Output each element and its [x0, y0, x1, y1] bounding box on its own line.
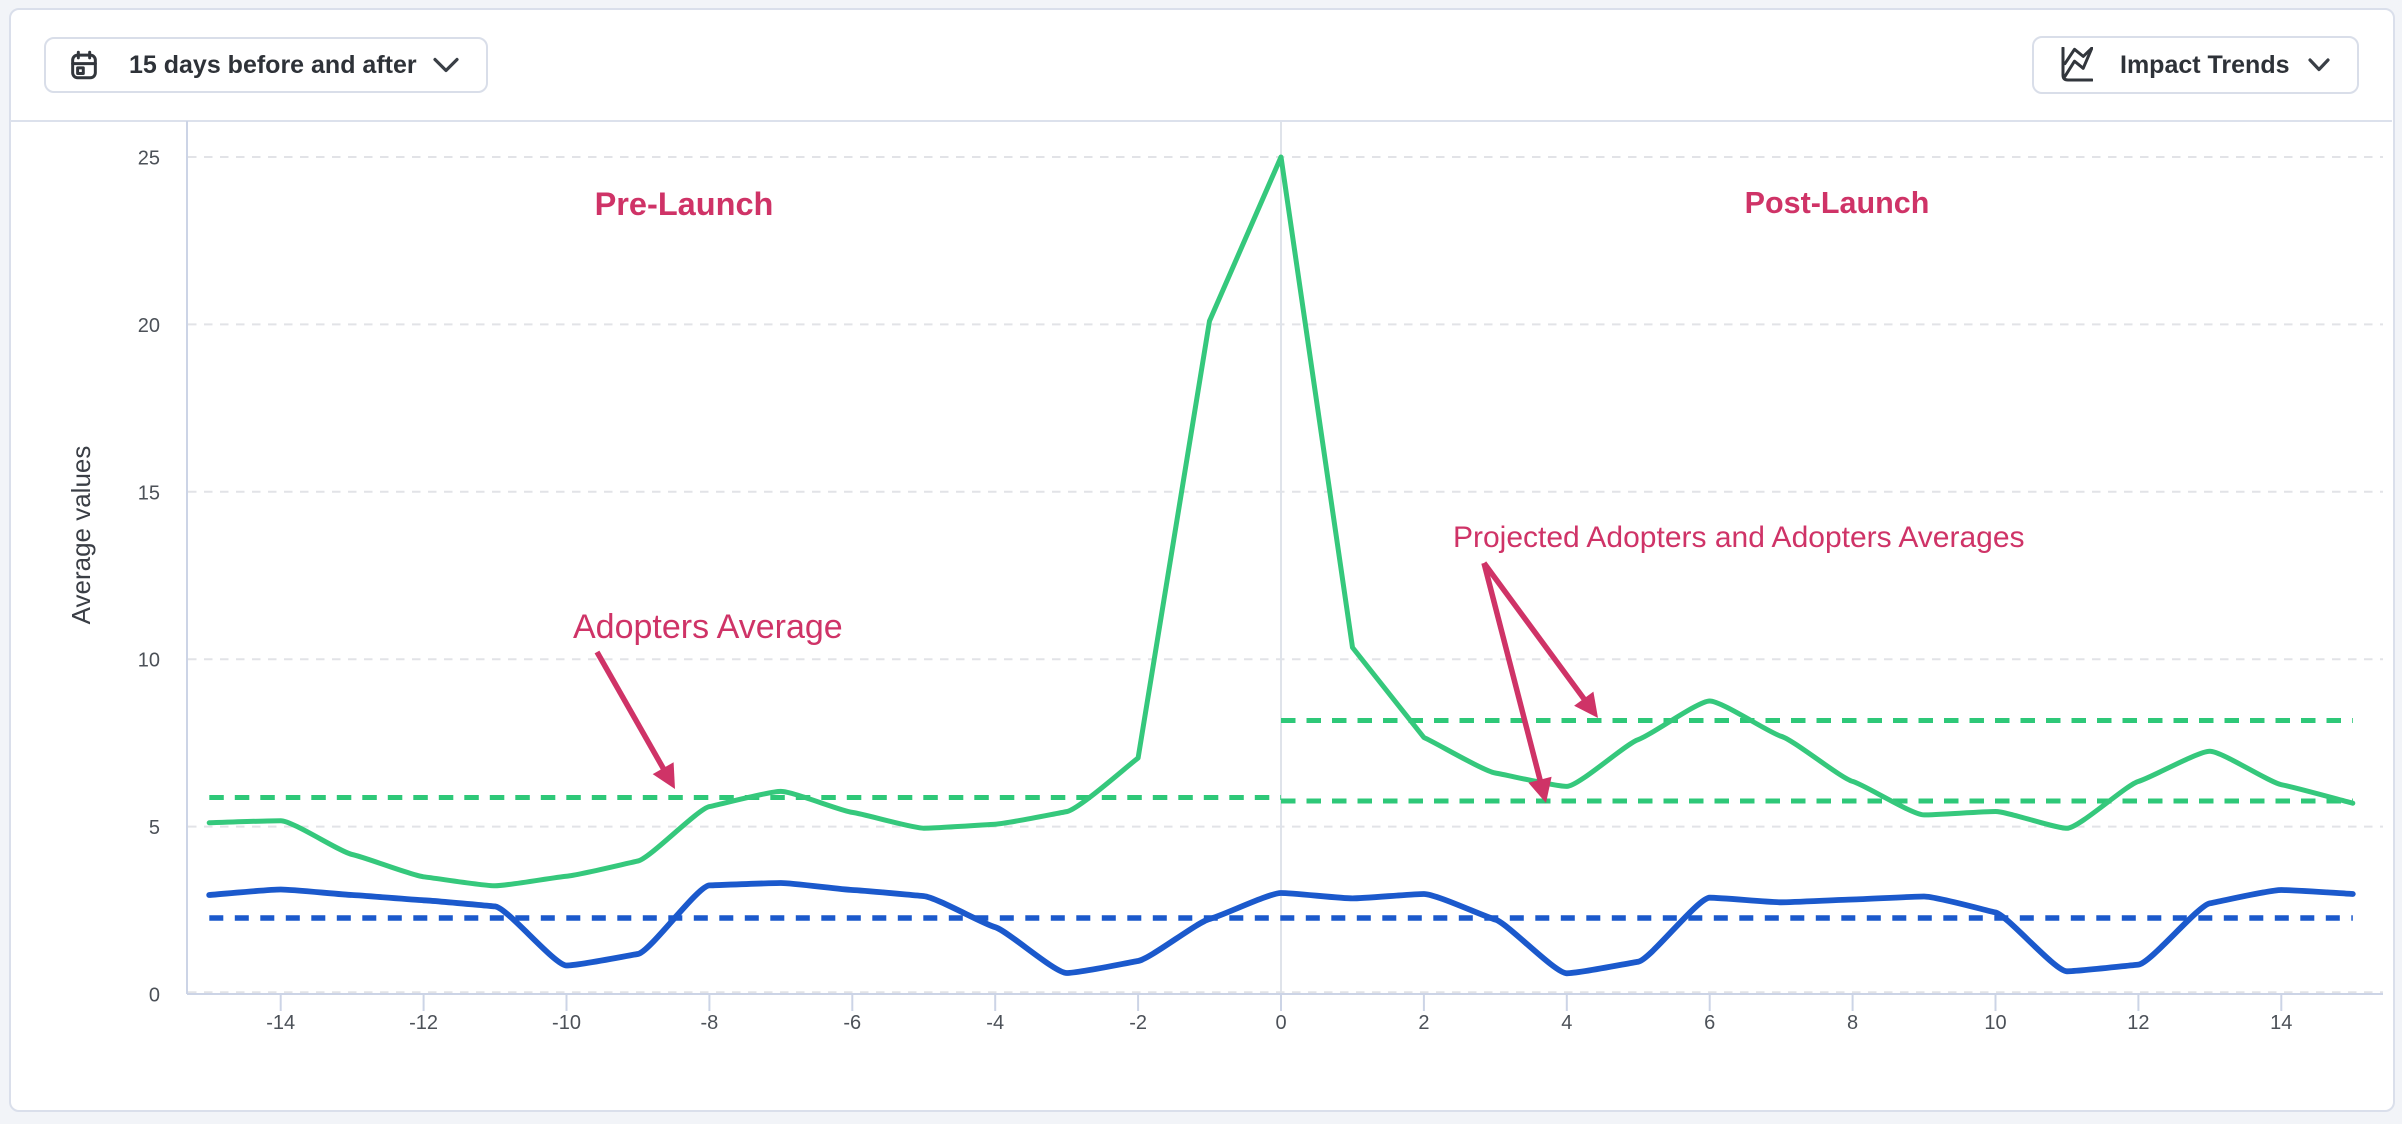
- svg-text:20: 20: [138, 315, 160, 337]
- svg-text:Post-Launch: Post-Launch: [1745, 186, 1930, 220]
- svg-text:8: 8: [1847, 1012, 1858, 1034]
- svg-text:10: 10: [138, 650, 160, 672]
- svg-text:-10: -10: [552, 1012, 581, 1034]
- svg-text:-14: -14: [266, 1012, 295, 1034]
- svg-text:Pre-Launch: Pre-Launch: [595, 186, 774, 222]
- svg-text:4: 4: [1561, 1012, 1572, 1034]
- svg-text:0: 0: [1275, 1012, 1286, 1034]
- svg-text:14: 14: [2270, 1012, 2292, 1034]
- svg-text:Projected Adopters and Adopter: Projected Adopters and Adopters Averages: [1453, 521, 2025, 554]
- svg-text:0: 0: [149, 985, 160, 1007]
- svg-text:6: 6: [1704, 1012, 1715, 1034]
- svg-text:Adopters Average: Adopters Average: [573, 608, 843, 646]
- svg-text:-8: -8: [701, 1012, 719, 1034]
- svg-text:12: 12: [2127, 1012, 2149, 1034]
- svg-text:15: 15: [138, 482, 160, 504]
- svg-text:-2: -2: [1129, 1012, 1147, 1034]
- svg-text:-4: -4: [986, 1012, 1004, 1034]
- svg-text:-12: -12: [409, 1012, 438, 1034]
- svg-text:Average values: Average values: [66, 446, 96, 625]
- svg-text:5: 5: [149, 817, 160, 839]
- svg-text:10: 10: [1984, 1012, 2006, 1034]
- svg-text:-6: -6: [843, 1012, 861, 1034]
- svg-text:2: 2: [1418, 1012, 1429, 1034]
- svg-text:25: 25: [138, 148, 160, 170]
